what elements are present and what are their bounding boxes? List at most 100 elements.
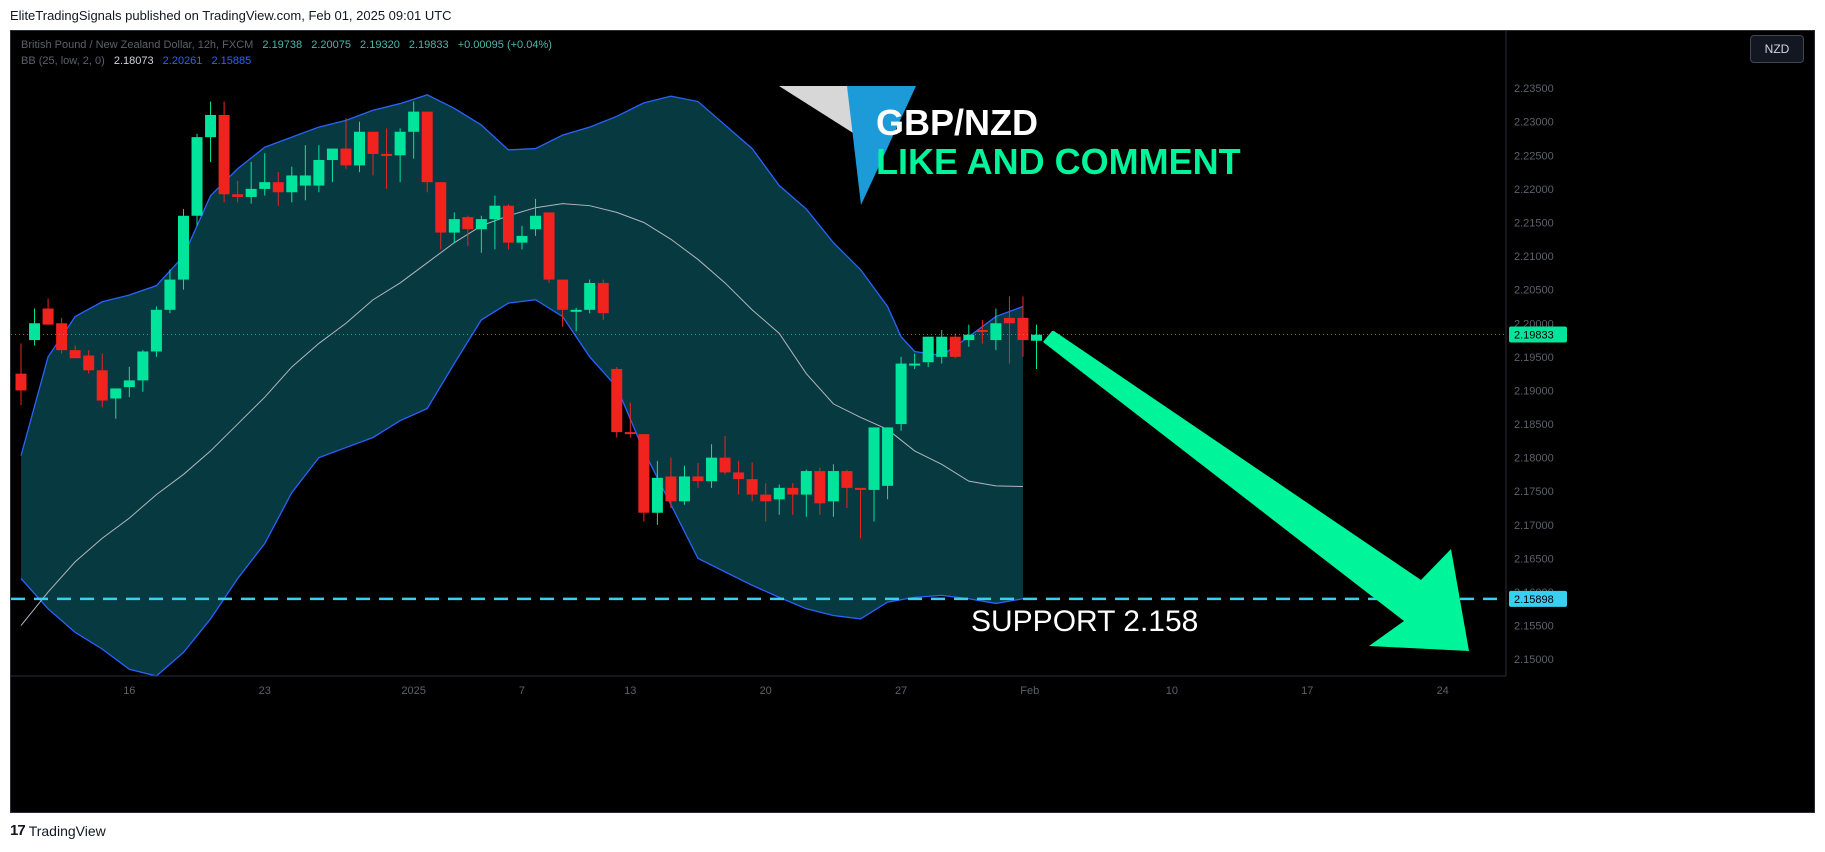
bb-lower-value: 2.15885 (211, 55, 252, 67)
price-tick-label: 2.19000 (1514, 385, 1554, 397)
candle-body (15, 373, 27, 391)
support-price-label: 2.15898 (1514, 594, 1554, 606)
candle-body (272, 182, 284, 193)
candle-body (773, 487, 785, 500)
price-tick-label: 2.20500 (1514, 285, 1554, 297)
bb-band-fill (21, 94, 1023, 676)
candle-body (475, 219, 487, 230)
brand-name: TradingView (28, 822, 106, 839)
time-tick-label: 2025 (401, 685, 425, 697)
candle-body (286, 175, 298, 193)
price-tick-label: 2.23500 (1514, 83, 1554, 95)
candle-body (381, 153, 393, 156)
candle-body (611, 368, 623, 433)
current-price-label-bg (1509, 326, 1567, 343)
candle-body (678, 476, 690, 502)
candle-body (123, 380, 135, 388)
candle-body (83, 355, 95, 371)
candle-body (909, 363, 921, 366)
support-label-text: SUPPORT 2.158 (971, 605, 1198, 638)
chart-area[interactable]: GBP/NZD LIKE AND COMMENT SUPPORT 2.158 2.23… (10, 30, 1815, 813)
candle-body (584, 282, 596, 310)
candle-body (340, 148, 352, 166)
price-tick-label: 2.15500 (1514, 621, 1554, 633)
candle-body (936, 336, 948, 357)
price-tick-label: 2.22000 (1514, 184, 1554, 196)
tradingview-logo-icon: 17 (10, 822, 26, 839)
candle-body (976, 329, 988, 332)
candle-body (760, 494, 772, 502)
candle-body (96, 370, 108, 401)
price-tick-label: 2.22500 (1514, 150, 1554, 162)
candle-body (963, 334, 975, 341)
price-tick-label: 2.21500 (1514, 217, 1554, 229)
candle-body (814, 471, 826, 504)
candle-body (435, 182, 447, 233)
price-tick-label: 2.18500 (1514, 419, 1554, 431)
candle-body (719, 457, 731, 473)
time-tick-label: 24 (1437, 685, 1449, 697)
candle-body (1031, 334, 1042, 341)
candle-body (421, 111, 433, 183)
candle-body (692, 476, 704, 482)
candle-body (150, 309, 162, 352)
candle-body (746, 479, 758, 495)
time-tick-label: 13 (624, 685, 636, 697)
candle-body (394, 131, 406, 156)
price-tick-label: 2.17000 (1514, 520, 1554, 532)
candle-body (42, 308, 54, 325)
support-price-label-bg (1509, 590, 1567, 607)
price-tick-label: 2.15000 (1514, 654, 1554, 666)
candle-body (895, 363, 907, 425)
price-tick-label: 2.18000 (1514, 453, 1554, 465)
candle-body (137, 351, 149, 381)
bb-legend: BB (25, low, 2, 0) 2.18073 2.20261 2.158… (21, 55, 257, 67)
candle-body (69, 350, 81, 359)
time-tick-label: 27 (895, 685, 907, 697)
overlay-cta-text: LIKE AND COMMENT (876, 141, 1241, 182)
candle-body (326, 148, 338, 160)
candle-body (367, 131, 379, 154)
change-value: +0.00095 (+0.04%) (457, 39, 552, 51)
candle-body (245, 188, 257, 197)
price-tick-label: 2.17500 (1514, 486, 1554, 498)
candle-body (502, 205, 514, 243)
candle-body (299, 175, 311, 186)
candle-body (530, 215, 542, 230)
bb-basis-line (20, 203, 1023, 626)
candle-body (408, 111, 420, 132)
candle-body (354, 131, 365, 166)
price-tick-label: 2.23000 (1514, 117, 1554, 129)
candle-body (205, 114, 217, 138)
time-tick-label: Feb (1020, 685, 1039, 697)
candle-body (543, 212, 555, 280)
instrument-name: British Pound / New Zealand Dollar, 12h,… (21, 39, 254, 51)
candle-body (191, 137, 203, 216)
candle-body (597, 282, 609, 314)
footer-brand[interactable]: 17 TradingView (10, 822, 106, 839)
close-value: 2.19833 (408, 39, 449, 51)
candle-body (516, 235, 528, 243)
candle-body (827, 471, 839, 502)
price-tick-label: 2.16500 (1514, 553, 1554, 565)
bb-lower-line (20, 299, 1024, 677)
candle-body (259, 182, 271, 189)
down-arrow-shape (1043, 331, 1469, 651)
candle-body (1017, 317, 1029, 341)
publisher-line: EliteTradingSignals published on Trading… (10, 8, 452, 23)
candle-body (868, 427, 880, 490)
candle-body (313, 160, 325, 186)
price-tick-label: 2.21000 (1514, 251, 1554, 263)
candle-body (882, 427, 894, 486)
current-price-label: 2.19833 (1514, 329, 1554, 341)
candle-body (665, 476, 677, 502)
candle-body (651, 477, 663, 513)
candle-body (164, 279, 176, 310)
high-value: 2.20075 (311, 39, 351, 51)
low-value: 2.19320 (360, 39, 400, 51)
currency-button[interactable]: NZD (1750, 35, 1804, 63)
symbol-legend: British Pound / New Zealand Dollar, 12h,… (21, 39, 558, 51)
candle-body (110, 388, 122, 399)
candle-body (56, 323, 68, 351)
